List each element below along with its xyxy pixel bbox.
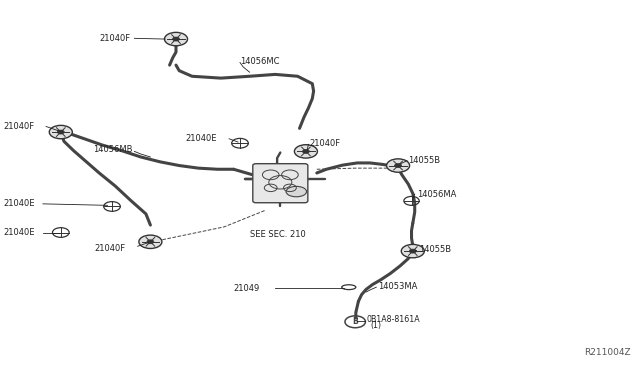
Circle shape: [164, 32, 188, 46]
Circle shape: [139, 235, 162, 248]
Circle shape: [49, 125, 72, 139]
Text: 14056MA: 14056MA: [417, 190, 457, 199]
Text: 21040F: 21040F: [3, 122, 35, 131]
Text: B: B: [353, 317, 358, 326]
Circle shape: [147, 240, 154, 244]
Text: 14053MA: 14053MA: [378, 282, 417, 291]
Text: 21040E: 21040E: [186, 134, 217, 143]
Text: (1): (1): [370, 321, 381, 330]
Circle shape: [410, 249, 416, 253]
Text: 21040E: 21040E: [3, 199, 35, 208]
Ellipse shape: [286, 186, 307, 197]
Circle shape: [387, 159, 410, 172]
Text: 21040F: 21040F: [95, 244, 126, 253]
Circle shape: [395, 164, 401, 167]
Text: 21040F: 21040F: [99, 34, 131, 43]
Text: 21040F: 21040F: [309, 139, 340, 148]
Text: 14056MB: 14056MB: [93, 145, 132, 154]
Text: 14055B: 14055B: [419, 246, 451, 254]
Text: 21040E: 21040E: [3, 228, 35, 237]
Text: 14055B: 14055B: [408, 156, 440, 165]
Circle shape: [303, 150, 309, 153]
Circle shape: [401, 244, 424, 258]
Circle shape: [58, 130, 64, 134]
Text: 14056MC: 14056MC: [240, 57, 280, 66]
FancyBboxPatch shape: [253, 164, 308, 203]
Text: 21049: 21049: [234, 284, 260, 293]
Circle shape: [294, 145, 317, 158]
Text: 0B1A8-8161A: 0B1A8-8161A: [367, 315, 420, 324]
Text: SEE SEC. 210: SEE SEC. 210: [250, 230, 305, 239]
Text: R211004Z: R211004Z: [584, 348, 630, 357]
Circle shape: [173, 37, 179, 41]
